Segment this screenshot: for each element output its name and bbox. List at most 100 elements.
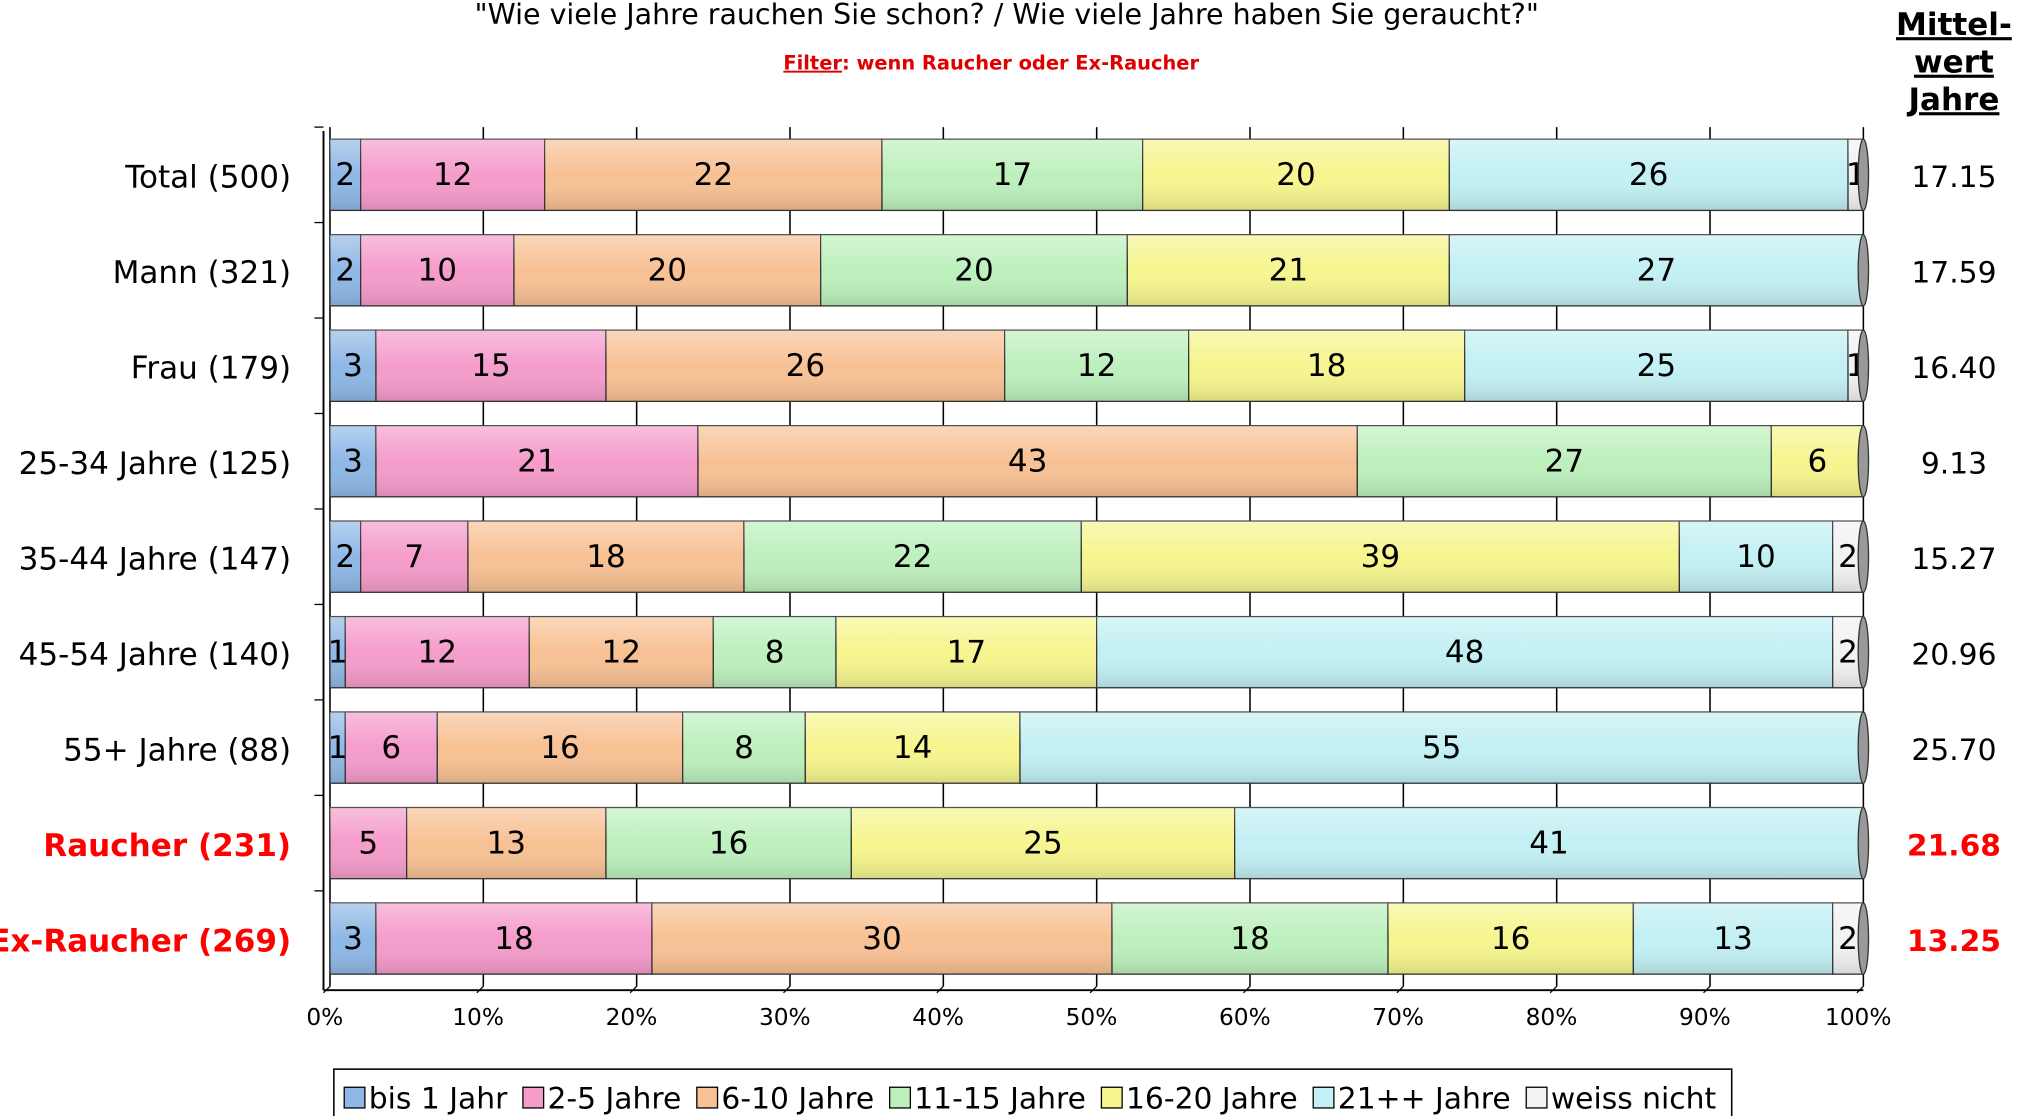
legend-label: bis 1 Jahr bbox=[369, 1082, 508, 1116]
x-tick-label: 100% bbox=[1825, 1004, 1892, 1031]
legend-swatch bbox=[696, 1086, 719, 1109]
bar-value-label: 18 bbox=[1307, 348, 1347, 384]
x-tick-label: 0% bbox=[306, 1004, 343, 1031]
mean-value: 15.27 bbox=[1911, 542, 1996, 577]
bar-value-label: 2 bbox=[1838, 634, 1858, 670]
bar-shade bbox=[437, 712, 683, 784]
bar-value-label: 55 bbox=[1422, 730, 1462, 766]
legend-swatch bbox=[1312, 1086, 1335, 1109]
bar-value-label: 20 bbox=[1276, 157, 1316, 193]
bar-value-label: 39 bbox=[1361, 539, 1401, 575]
legend-label: 16-20 Jahre bbox=[1126, 1082, 1298, 1116]
bar-value-label: 18 bbox=[494, 921, 534, 957]
bar-shade bbox=[360, 521, 468, 593]
x-tick-label: 50% bbox=[1066, 1004, 1118, 1031]
bar-shade bbox=[697, 425, 1358, 497]
bar-shade bbox=[360, 234, 514, 306]
bar-shade bbox=[329, 139, 361, 211]
bar-value-label: 6 bbox=[1807, 444, 1827, 480]
y-tick-label: 45-54 Jahre (140) bbox=[19, 637, 291, 673]
bar-value-label: 22 bbox=[694, 157, 734, 193]
legend-swatch bbox=[343, 1086, 366, 1109]
bar-value-label: 2 bbox=[1838, 539, 1858, 575]
legend-swatch bbox=[1525, 1086, 1548, 1109]
bar-shade bbox=[1234, 807, 1864, 879]
bar-shade bbox=[651, 902, 1113, 975]
x-tick-label: 40% bbox=[912, 1004, 964, 1031]
x-tick-label: 90% bbox=[1679, 1004, 1731, 1031]
subtitle-text: : wenn Raucher oder Ex-Raucher bbox=[842, 51, 1200, 74]
bar-value-label: 1 bbox=[328, 634, 348, 670]
bar-value-label: 2 bbox=[335, 253, 355, 289]
bar-value-label: 16 bbox=[540, 730, 580, 766]
bar-shade bbox=[851, 807, 1235, 879]
mean-value: 21.68 bbox=[1907, 828, 2001, 863]
bar-end-cap bbox=[1857, 711, 1870, 784]
bar-value-label: 17 bbox=[993, 157, 1033, 193]
bar-value-label: 3 bbox=[343, 921, 363, 957]
bar-value-label: 13 bbox=[487, 825, 527, 861]
y-tick-label: Ex-Raucher (269) bbox=[0, 923, 291, 959]
bar-value-label: 21 bbox=[1269, 253, 1309, 289]
bar-value-label: 5 bbox=[358, 825, 378, 861]
bar-value-label: 2 bbox=[335, 539, 355, 575]
y-tick-label: Mann (321) bbox=[113, 255, 292, 291]
y-tick-label: 35-44 Jahre (147) bbox=[19, 542, 291, 578]
bar-shade bbox=[329, 902, 376, 975]
bar-end-cap bbox=[1857, 425, 1870, 498]
bar-value-label: 1 bbox=[328, 730, 348, 766]
bar-shade bbox=[605, 807, 852, 879]
bar-end-cap bbox=[1857, 520, 1870, 593]
bar-shade bbox=[345, 712, 438, 784]
chart-subtitle: Filter: wenn Raucher oder Ex-Raucher bbox=[783, 51, 1199, 74]
bar-shade bbox=[1112, 902, 1389, 975]
bar-value-label: 6 bbox=[381, 730, 401, 766]
bar-shade bbox=[1633, 902, 1833, 975]
legend-box bbox=[333, 1068, 1733, 1120]
bar-value-label: 7 bbox=[404, 539, 424, 575]
bar-shade bbox=[881, 139, 1143, 211]
bar-shade bbox=[375, 330, 606, 402]
y-tick-label: 25-34 Jahre (125) bbox=[19, 446, 291, 482]
x-tick-label: 60% bbox=[1219, 1004, 1271, 1031]
bar-shade bbox=[1357, 425, 1772, 497]
bar-end-cap bbox=[1857, 138, 1870, 212]
bar-value-label: 8 bbox=[765, 634, 785, 670]
bar-shade bbox=[835, 616, 1097, 688]
mean-value: 9.13 bbox=[1921, 447, 1987, 482]
bar-shade bbox=[1127, 234, 1450, 306]
mean-header: Jahre bbox=[1906, 82, 1999, 118]
bar-shade bbox=[375, 425, 698, 497]
bar-end-cap bbox=[1857, 902, 1870, 975]
bar-shade bbox=[329, 521, 361, 593]
bar-value-label: 2 bbox=[1838, 921, 1858, 957]
bar-shade bbox=[1449, 139, 1849, 211]
bar-shade bbox=[1464, 330, 1849, 402]
y-tick-label: 55+ Jahre (88) bbox=[63, 733, 291, 769]
bar-value-label: 41 bbox=[1529, 825, 1569, 861]
bar-shade bbox=[360, 139, 545, 211]
legend-swatch bbox=[1100, 1086, 1123, 1109]
bar-value-label: 13 bbox=[1713, 921, 1753, 957]
bar-value-label: 43 bbox=[1008, 444, 1048, 480]
bar-shade bbox=[1142, 139, 1450, 211]
bar-shade bbox=[544, 139, 882, 211]
x-tick-label: 10% bbox=[452, 1004, 504, 1031]
bar-value-label: 22 bbox=[893, 539, 933, 575]
bar-value-label: 2 bbox=[335, 157, 355, 193]
bar-shade bbox=[329, 330, 376, 402]
bar-shade bbox=[329, 712, 346, 784]
bar-value-label: 12 bbox=[602, 634, 642, 670]
bar-value-label: 14 bbox=[893, 730, 933, 766]
bar-value-label: 12 bbox=[433, 157, 473, 193]
legend: bis 1 Jahr 2-5 Jahre 6-10 Jahre 11-15 Jahre… bbox=[333, 1068, 1733, 1120]
bar-value-label: 18 bbox=[586, 539, 626, 575]
bar-shade bbox=[713, 616, 836, 688]
bar-shade bbox=[375, 902, 652, 975]
bar-value-label: 16 bbox=[709, 825, 749, 861]
legend-label: weiss nicht bbox=[1551, 1082, 1716, 1116]
chart-title: "Wie viele Jahre rauchen Sie schon? / Wi… bbox=[475, 0, 1539, 31]
bar-value-label: 10 bbox=[1736, 539, 1776, 575]
bar-shade bbox=[345, 616, 530, 688]
